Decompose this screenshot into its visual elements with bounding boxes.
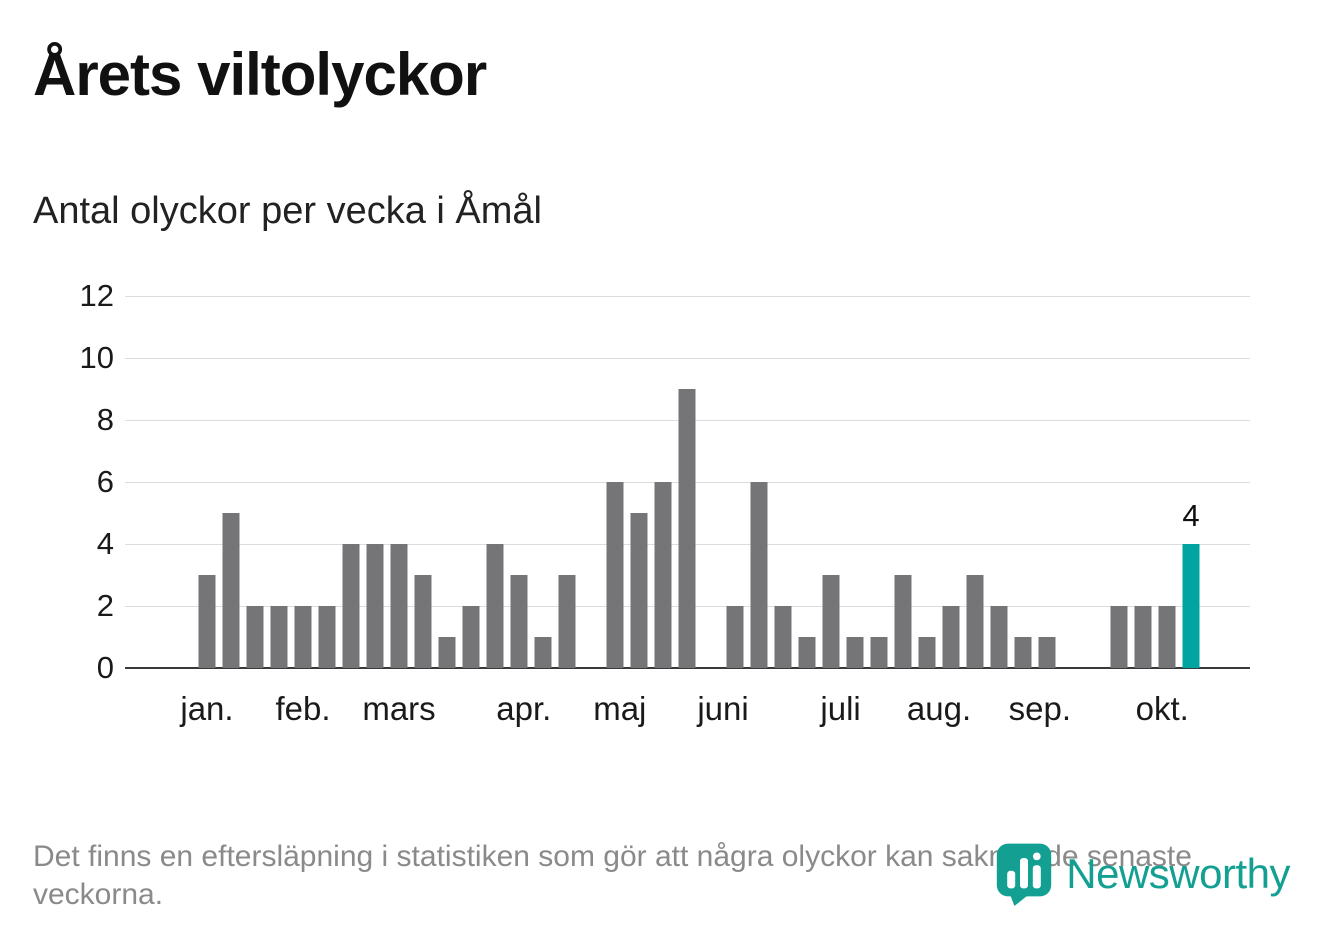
bar-week-20 [654,482,672,668]
x-tick-label-juni: juni [697,690,749,727]
bar-week-12 [462,606,480,668]
x-axis-line [125,667,1250,669]
x-tick-label-aug: aug. [906,690,972,727]
x-tick-label-mars: mars [362,690,436,727]
bar-week-18 [606,482,624,668]
bar-week-35 [1014,637,1032,668]
bar-week-39 [1110,606,1128,668]
bar-week-16 [558,575,576,668]
x-tick-label-okt: okt. [1135,690,1189,727]
x-axis: jan. feb. mars apr. maj juni juli aug. sep. okt. [180,690,1203,736]
bar-week-4 [270,606,288,668]
y-tick-label-10: 10 [79,340,114,375]
newsworthy-logo[interactable]: Newsworthy [995,842,1290,906]
bar-week-32 [942,606,960,668]
chart-title: Årets viltolyckor [33,41,487,108]
plot-area: 4 jan. feb. mars apr. maj juni juli aug. sep. okt… [125,296,1250,727]
bar-week-26 [798,637,816,668]
chart-subtitle: Antal olyckor per vecka i Åmål [33,190,542,232]
bar-week-3 [246,606,264,668]
bar-week-41 [1158,606,1176,668]
y-tick-label-2: 2 [96,588,114,623]
newsworthy-wordmark: Newsworthy [1066,850,1290,897]
y-tick-label-4: 4 [96,526,114,561]
bar-week-1 [198,575,216,668]
bar-week-28 [846,637,864,668]
bar-week-25 [774,606,792,668]
bars-layer: 4 [195,296,1203,668]
bar-week-5 [294,606,312,668]
bar-week-7 [342,544,360,668]
y-tick-label-6: 6 [96,464,114,499]
x-tick-label-juli: juli [820,690,861,727]
bar-week-24 [750,482,768,668]
y-tick-label-0: 0 [96,650,114,685]
bar-week-42 [1182,544,1200,668]
bar-week-29 [870,637,888,668]
bar-week-19 [630,513,648,668]
newsworthy-icon [995,842,1053,906]
bar-week-34 [990,606,1008,668]
bar-week-13 [486,544,504,668]
bar-week-10 [414,575,432,668]
x-tick-label-feb: feb. [275,690,331,727]
bar-week-21 [678,389,696,668]
bar-week-31 [918,637,936,668]
x-tick-label-maj: maj [593,690,647,727]
bar-week-9 [390,544,408,668]
bar-week-2 [222,513,240,668]
bar-week-40 [1134,606,1152,668]
bar-week-6 [318,606,336,668]
y-tick-label-8: 8 [96,402,114,437]
bar-week-23 [726,606,744,668]
y-tick-label-12: 12 [79,278,114,313]
x-tick-label-jan: jan. [180,690,234,727]
highlight-bar-value-label: 4 [1182,498,1200,533]
gridline-12 [125,296,1250,297]
bar-week-14 [510,575,528,668]
bar-week-27 [822,575,840,668]
bar-week-11 [438,637,456,668]
gridline-10 [125,358,1250,359]
bar-week-15 [534,637,552,668]
bar-week-30 [894,575,912,668]
y-axis: 0 2 4 6 8 10 12 [18,278,114,685]
bar-week-8 [366,544,384,668]
bar-week-36 [1038,637,1056,668]
x-tick-label-sep: sep. [1008,690,1071,727]
x-tick-label-apr: apr. [496,690,552,727]
bar-week-33 [966,575,984,668]
